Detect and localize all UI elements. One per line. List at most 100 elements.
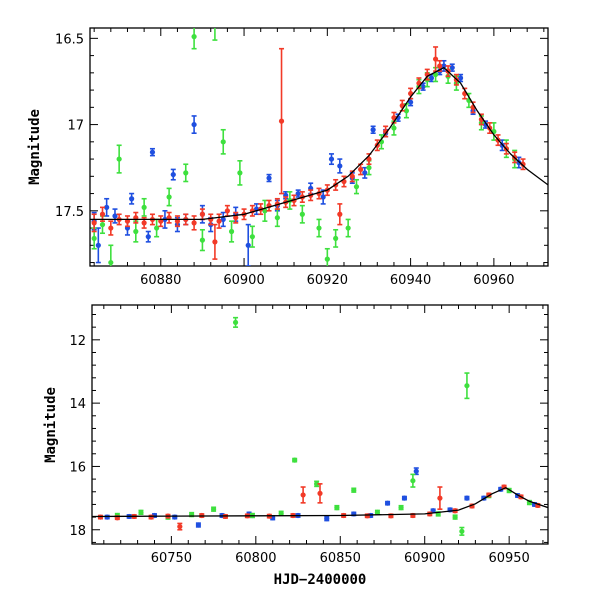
green-data-point bbox=[292, 457, 298, 463]
green-data-point bbox=[391, 125, 397, 131]
green-data-point bbox=[91, 235, 97, 242]
red-data-point bbox=[358, 166, 364, 173]
blue-data-point bbox=[266, 175, 272, 181]
blue-data-point bbox=[457, 75, 464, 81]
red-data-point bbox=[216, 218, 222, 224]
green-data-point bbox=[237, 170, 243, 176]
red-data-point bbox=[191, 220, 197, 226]
blue-data-point bbox=[191, 121, 197, 128]
blue-data-point bbox=[245, 242, 251, 248]
top-panel-frame bbox=[89, 27, 549, 267]
green-data-point bbox=[374, 509, 381, 515]
green-data-point bbox=[166, 194, 172, 200]
green-data-point bbox=[410, 478, 416, 484]
blue-data-point bbox=[337, 163, 343, 169]
green-data-point bbox=[366, 165, 372, 171]
blue-data-point bbox=[401, 495, 408, 501]
blue-data-point bbox=[428, 75, 435, 81]
green-data-point bbox=[351, 487, 357, 493]
green-data-point bbox=[116, 156, 122, 162]
green-data-point bbox=[138, 509, 144, 515]
red-data-point bbox=[432, 56, 439, 62]
blue-data-point bbox=[324, 516, 330, 522]
green-data-point bbox=[459, 528, 465, 534]
y-tick-label: 18 bbox=[69, 524, 86, 539]
x-tick-label: 60950 bbox=[488, 551, 529, 566]
x-tick-label: 60900 bbox=[223, 273, 264, 288]
green-data-point bbox=[228, 228, 235, 235]
y-tick-label: 16 bbox=[69, 460, 86, 475]
x-tick-label: 60960 bbox=[473, 273, 514, 288]
green-data-point bbox=[353, 184, 360, 190]
green-data-point bbox=[452, 514, 458, 520]
x-tick-label: 60750 bbox=[151, 551, 192, 566]
green-data-point bbox=[299, 211, 305, 217]
x-tick-label: 60940 bbox=[390, 273, 431, 288]
blue-data-point bbox=[170, 171, 176, 178]
green-data-point bbox=[403, 108, 410, 114]
bottom-panel: 60750 60800 60850 60900 60950 12 14 16 18 Magnit… bbox=[43, 304, 549, 588]
blue-data-point bbox=[112, 213, 118, 219]
red-data-point bbox=[199, 211, 206, 217]
blue-data-point bbox=[395, 115, 401, 121]
y-tick-label: 16.5 bbox=[55, 32, 84, 47]
blue-data-point bbox=[482, 121, 489, 128]
blue-data-point bbox=[320, 194, 326, 200]
x-tick-label: 60800 bbox=[235, 551, 276, 566]
red-data-point bbox=[233, 215, 239, 221]
red-data-point bbox=[177, 523, 183, 530]
green-data-point bbox=[154, 225, 160, 231]
green-data-point bbox=[108, 259, 114, 266]
blue-data-point bbox=[129, 196, 135, 202]
red-data-point bbox=[108, 225, 114, 231]
red-data-point bbox=[520, 161, 526, 167]
green-data-point bbox=[249, 234, 255, 240]
x-tick-label: 60850 bbox=[320, 551, 361, 566]
green-data-point bbox=[232, 319, 239, 326]
green-data-point bbox=[398, 504, 404, 511]
green-data-point bbox=[278, 510, 284, 516]
green-data-point bbox=[333, 235, 339, 242]
y-tick-label: 12 bbox=[69, 334, 86, 349]
green-data-point bbox=[199, 237, 206, 243]
blue-data-point bbox=[413, 468, 419, 474]
green-data-point bbox=[212, 20, 217, 25]
red-data-point bbox=[337, 211, 343, 217]
green-data-point bbox=[99, 222, 106, 228]
blue-data-point bbox=[149, 149, 156, 155]
green-data-point bbox=[274, 215, 280, 221]
bottom-panel-frame bbox=[91, 304, 549, 545]
blue-data-point bbox=[220, 216, 226, 223]
green-data-point bbox=[211, 506, 217, 512]
blue-data-point bbox=[295, 190, 301, 197]
blue-data-point bbox=[104, 514, 110, 520]
blue-data-point bbox=[464, 495, 470, 501]
y-tick-label: 17 bbox=[67, 119, 84, 134]
blue-data-point bbox=[408, 99, 414, 105]
blue-data-point bbox=[420, 84, 426, 90]
green-data-point bbox=[345, 225, 351, 231]
green-data-point bbox=[141, 204, 147, 210]
model-curve bbox=[90, 66, 548, 221]
green-data-point bbox=[183, 170, 189, 176]
red-data-point bbox=[437, 495, 443, 501]
blue-data-point bbox=[362, 170, 368, 176]
top-panel: 60880 60900 60920 60940 60960 16.5 17 17.5 Magn… bbox=[27, 20, 549, 288]
red-data-point bbox=[99, 211, 106, 217]
green-data-point bbox=[464, 383, 470, 389]
blue-data-point bbox=[104, 204, 110, 210]
red-data-point bbox=[224, 208, 230, 214]
y-tick-label: 17.5 bbox=[55, 205, 84, 220]
green-data-point bbox=[324, 256, 330, 262]
x-axis-title: HJD−2400000 bbox=[274, 572, 367, 588]
green-data-point bbox=[334, 504, 340, 511]
red-data-point bbox=[300, 492, 306, 498]
red-data-point bbox=[349, 173, 355, 179]
green-data-point bbox=[220, 139, 226, 145]
green-data-point bbox=[316, 225, 322, 231]
top-panel-ticks: 60880 60900 60920 60940 60960 16.5 17 17.5 bbox=[55, 28, 548, 288]
top-y-axis-title: Magnitude bbox=[27, 109, 43, 185]
red-data-point bbox=[278, 118, 285, 124]
bottom-y-axis-title: Magnitude bbox=[43, 387, 59, 463]
